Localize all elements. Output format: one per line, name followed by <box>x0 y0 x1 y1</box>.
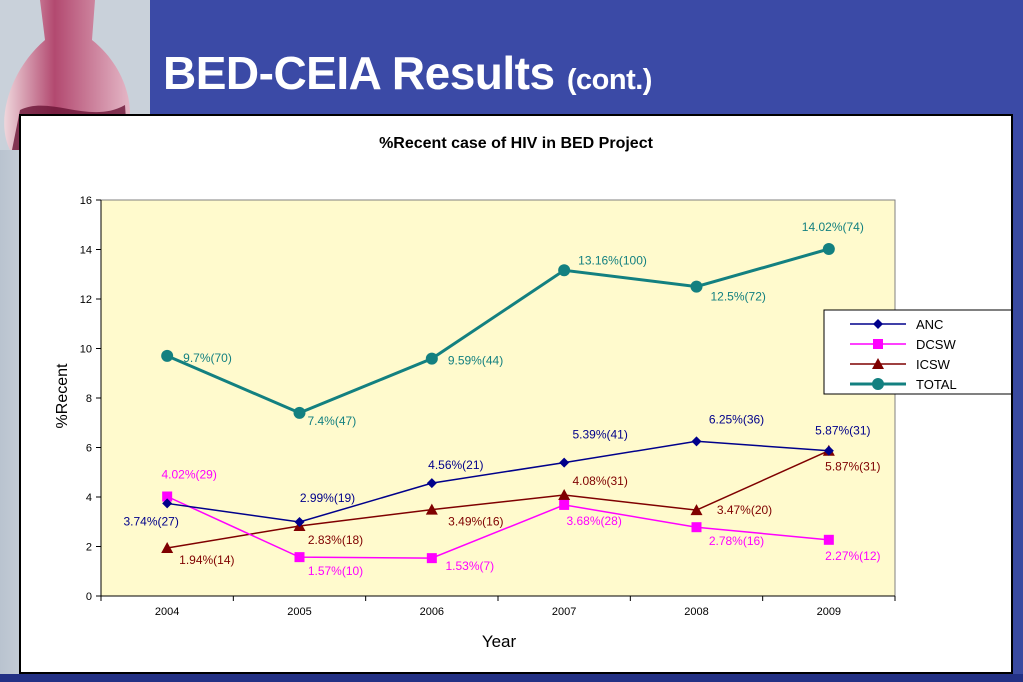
data-label-dcsw: 3.68%(28) <box>566 514 621 528</box>
data-label-dcsw: 2.78%(16) <box>709 534 764 548</box>
y-tick-label: 2 <box>86 542 92 554</box>
chart-container: %Recent case of HIV in BED Project Year … <box>19 114 1015 674</box>
diamond-marker <box>294 516 305 527</box>
y-axis-label: %Recent <box>54 363 71 428</box>
series-line-anc <box>167 440 829 523</box>
data-label-dcsw: 1.57%(10) <box>308 564 363 578</box>
x-tick-label: 2007 <box>552 606 576 618</box>
triangle-marker <box>558 489 571 501</box>
diamond-marker <box>873 319 883 329</box>
x-tick-label: 2009 <box>817 606 841 618</box>
series-line-icsw <box>167 450 830 549</box>
triangle-marker <box>425 503 438 515</box>
data-label-anc: 2.99%(19) <box>300 491 355 505</box>
data-label-total: 7.4%(47) <box>308 414 357 428</box>
data-label-total: 13.16%(100) <box>578 253 647 267</box>
chart-title: %Recent case of HIV in BED Project <box>379 135 654 152</box>
circle-marker <box>558 264 571 277</box>
triangle-marker <box>690 504 703 516</box>
y-tick-label: 0 <box>86 591 92 603</box>
diamond-marker <box>823 445 834 456</box>
data-label-icsw: 3.47%(20) <box>717 503 772 517</box>
square-marker <box>873 339 883 349</box>
square-marker <box>823 534 834 545</box>
triangle-marker <box>161 541 174 553</box>
square-marker <box>691 522 702 533</box>
x-tick-label: 2005 <box>287 606 311 618</box>
data-label-total: 14.02%(74) <box>802 220 864 234</box>
y-tick-label: 12 <box>80 294 92 306</box>
data-label-icsw: 4.08%(31) <box>572 474 627 488</box>
y-tick-label: 16 <box>80 195 92 207</box>
data-label-icsw: 1.94%(14) <box>179 553 234 567</box>
slide-title-sub: (cont.) <box>566 64 653 96</box>
plot-area <box>100 199 896 597</box>
slide-title-main: BED-CEIA Results <box>163 47 555 99</box>
line-chart: %Recent case of HIV in BED Project Year … <box>54 135 1015 651</box>
data-label-dcsw: 2.27%(12) <box>825 549 880 563</box>
y-tick-label: 6 <box>86 443 92 455</box>
circle-marker <box>161 349 174 362</box>
data-label-anc: 5.39%(41) <box>572 428 627 442</box>
series-line-total <box>166 247 830 415</box>
circle-marker <box>822 243 835 256</box>
x-tick-label: 2008 <box>684 606 708 618</box>
data-label-dcsw: 4.02%(29) <box>161 468 216 482</box>
x-axis-label: Year <box>482 632 517 651</box>
y-tick-label: 14 <box>80 245 92 257</box>
circle-marker <box>425 352 438 365</box>
y-tick-label: 8 <box>86 393 92 405</box>
circle-marker <box>293 406 306 419</box>
square-marker <box>294 552 305 563</box>
diamond-marker <box>426 478 437 489</box>
series-line-dcsw <box>166 495 829 559</box>
legend-label-anc: ANC <box>916 317 943 332</box>
data-label-anc: 4.56%(21) <box>428 458 483 472</box>
diamond-marker <box>691 436 702 447</box>
data-label-dcsw: 1.53%(7) <box>445 559 494 573</box>
y-tick-label: 10 <box>80 344 92 356</box>
data-label-anc: 6.25%(36) <box>709 412 764 426</box>
bottom-band <box>0 674 1023 682</box>
diamond-marker <box>559 457 570 468</box>
data-label-total: 12.5%(72) <box>711 290 766 304</box>
legend-label-dcsw: DCSW <box>916 337 956 352</box>
circle-marker <box>872 378 884 390</box>
circle-marker <box>690 280 703 293</box>
data-label-icsw: 3.49%(16) <box>448 515 503 529</box>
square-marker <box>559 499 570 510</box>
data-label-anc: 5.87%(31) <box>815 424 870 438</box>
triangle-marker <box>872 358 884 369</box>
y-tick-label: 4 <box>86 492 92 504</box>
data-label-icsw: 5.87%(31) <box>825 460 880 474</box>
legend-label-icsw: ICSW <box>916 357 951 372</box>
data-label-total: 9.59%(44) <box>448 354 503 368</box>
x-tick-label: 2006 <box>420 606 444 618</box>
data-label-icsw: 2.83%(18) <box>308 533 363 547</box>
data-label-anc: 3.74%(27) <box>123 514 178 528</box>
x-tick-label: 2004 <box>155 606 179 618</box>
slide-title: BED-CEIA Results (cont.) <box>163 46 652 100</box>
diamond-marker <box>162 498 173 509</box>
legend-label-total: TOTAL <box>916 377 957 392</box>
square-marker <box>426 553 437 564</box>
square-marker <box>162 491 173 502</box>
data-label-total: 9.7%(70) <box>183 351 232 365</box>
